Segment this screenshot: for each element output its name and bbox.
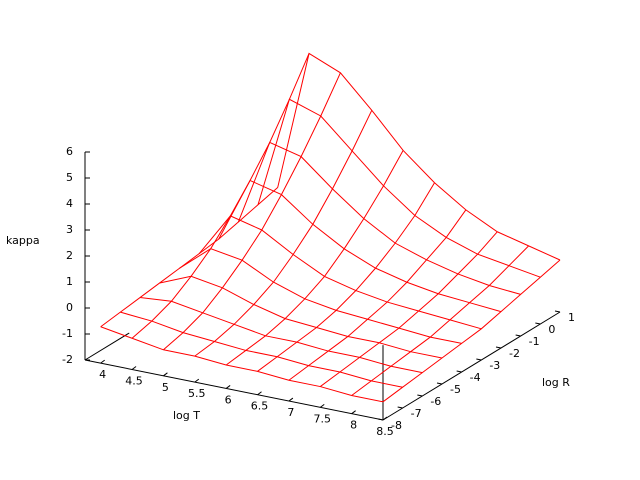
mesh-column bbox=[131, 53, 310, 339]
x-tick-label: 6.5 bbox=[251, 400, 269, 413]
mesh-column bbox=[319, 231, 498, 387]
z-tick-label: 6 bbox=[66, 145, 73, 158]
x-tick-label: 5.5 bbox=[188, 387, 206, 400]
mesh-row bbox=[198, 215, 482, 330]
x-tick-label: 6 bbox=[225, 393, 232, 406]
x-tick-label: 4 bbox=[99, 368, 106, 381]
mesh-row bbox=[139, 297, 423, 374]
x-tick bbox=[319, 403, 325, 408]
z-tick-label: -1 bbox=[62, 327, 73, 340]
y-tick bbox=[476, 358, 482, 361]
x-tick bbox=[163, 372, 168, 377]
mesh-row bbox=[179, 248, 462, 344]
y-tick bbox=[515, 334, 521, 337]
y-tick bbox=[436, 382, 443, 385]
mesh-column bbox=[257, 182, 435, 372]
z-tick-label: 2 bbox=[66, 249, 73, 262]
z-axis-label: kappa bbox=[6, 234, 40, 247]
x-tick bbox=[225, 385, 231, 389]
x-tick-label: 4.5 bbox=[125, 374, 143, 387]
mesh-row bbox=[218, 179, 502, 313]
y-tick-label: -3 bbox=[489, 359, 500, 372]
y-tick-label: -5 bbox=[450, 383, 461, 396]
mesh-column bbox=[163, 72, 341, 351]
z-tick-label: -2 bbox=[62, 353, 73, 366]
mesh-row bbox=[237, 141, 521, 295]
y-tick bbox=[554, 310, 561, 313]
mesh-row bbox=[100, 326, 384, 403]
y-tick bbox=[377, 418, 384, 421]
y-tick-label: -1 bbox=[529, 335, 540, 348]
y-tick-label: -6 bbox=[430, 395, 441, 408]
y-tick-label: 1 bbox=[568, 311, 575, 324]
y-tick bbox=[535, 322, 541, 325]
z-tick-label: 0 bbox=[66, 301, 73, 314]
y-tick-label: -8 bbox=[391, 419, 402, 432]
base-line bbox=[84, 332, 130, 361]
mesh-column bbox=[288, 209, 467, 381]
x-tick-label: 7 bbox=[287, 406, 294, 419]
y-tick-label: -4 bbox=[470, 371, 481, 384]
z-tick-label: 1 bbox=[66, 275, 73, 288]
y-tick-label: -2 bbox=[509, 347, 520, 360]
x-axis bbox=[84, 359, 384, 421]
x-axis-label: log T bbox=[173, 409, 200, 422]
x-tick bbox=[351, 410, 356, 415]
x-tick-label: 8.5 bbox=[376, 425, 394, 438]
z-tick-label: 3 bbox=[66, 223, 73, 236]
mesh-column bbox=[382, 259, 561, 403]
x-tick bbox=[382, 416, 388, 421]
y-tick-label: -7 bbox=[411, 407, 422, 420]
x-tick-label: 7.5 bbox=[314, 412, 332, 425]
y-tick bbox=[417, 394, 423, 397]
x-tick bbox=[131, 366, 137, 370]
y-tick bbox=[495, 346, 502, 349]
mesh-row bbox=[277, 52, 561, 261]
mesh-row bbox=[159, 275, 443, 359]
z-tick-label: 5 bbox=[66, 171, 73, 184]
mesh-row bbox=[257, 98, 541, 278]
mesh-row bbox=[120, 311, 403, 388]
y-axis-label: log R bbox=[542, 376, 570, 389]
y-tick bbox=[456, 370, 462, 373]
mesh-column bbox=[225, 150, 404, 366]
x-tick bbox=[100, 359, 105, 364]
mesh-column bbox=[194, 110, 373, 357]
x-tick bbox=[194, 378, 200, 383]
x-tick-label: 8 bbox=[350, 419, 357, 432]
x-tick-label: 5 bbox=[162, 381, 169, 394]
y-tick-label: 0 bbox=[548, 323, 555, 336]
y-axis bbox=[382, 311, 561, 421]
y-tick bbox=[397, 406, 403, 409]
x-tick bbox=[288, 397, 294, 402]
x-tick bbox=[257, 391, 262, 396]
mesh-column bbox=[351, 245, 529, 396]
mesh-column bbox=[100, 187, 279, 328]
z-tick-label: 4 bbox=[66, 197, 73, 210]
